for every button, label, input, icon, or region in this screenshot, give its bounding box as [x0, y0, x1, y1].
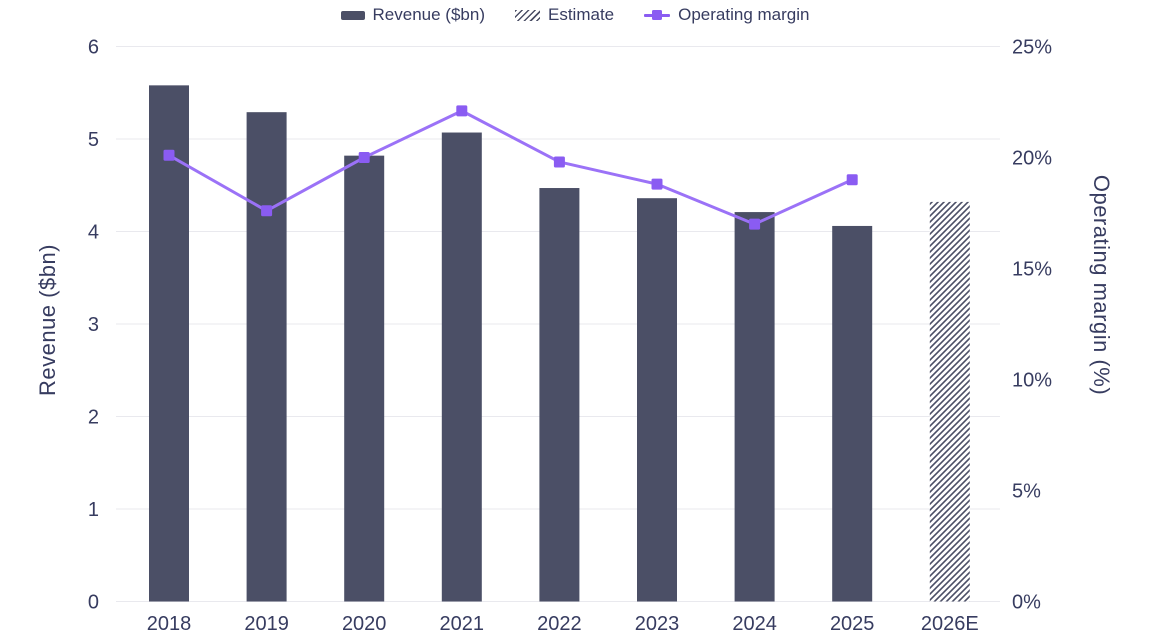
- right-axis-tick-15%: 15%: [1012, 259, 1052, 281]
- estimate-hatch-swatch-icon: [514, 9, 540, 21]
- legend-item-operating-margin[interactable]: Operating margin: [644, 5, 809, 25]
- revenue-bar-2018: [149, 85, 189, 602]
- legend-label-estimate: Estimate: [547, 5, 615, 24]
- x-axis-label-2019: 2019: [244, 613, 289, 635]
- operating-margin-marker-2022: [553, 156, 565, 168]
- x-axis-label-2024: 2024: [732, 613, 777, 635]
- operating-margin-marker-2020: [358, 152, 370, 163]
- x-axis-label-2018: 2018: [147, 613, 192, 635]
- revenue-bar-2025: [832, 225, 873, 602]
- left-axis-tick-6: 6: [88, 37, 99, 59]
- revenue-bar-2021: [441, 132, 482, 602]
- x-axis-label-2023: 2023: [635, 613, 680, 635]
- legend-label-revenue: Revenue ($bn): [372, 5, 485, 24]
- right-axis-tick-25%: 25%: [1012, 37, 1052, 59]
- chart-legend: Revenue ($bn) Estimate Operating margin: [0, 3, 1150, 27]
- left-axis-tick-1: 1: [88, 499, 99, 521]
- left-axis-tick-2: 2: [88, 407, 99, 429]
- x-axis-label-2026E: 2026E: [921, 613, 979, 635]
- left-axis-tick-5: 5: [88, 129, 99, 151]
- right-axis-tick-5%: 5%: [1012, 481, 1041, 503]
- revenue-bar-swatch-icon: [340, 10, 365, 20]
- left-axis-tick-3: 3: [88, 314, 99, 336]
- x-axis-label-2020: 2020: [342, 613, 387, 635]
- right-axis-tick-20%: 20%: [1012, 148, 1052, 170]
- legend-label-operating-margin: Operating margin: [678, 5, 810, 24]
- right-axis-tick-0%: 0%: [1012, 592, 1041, 614]
- operating-margin-marker-2021: [456, 105, 468, 117]
- revenue-bar-2020: [344, 155, 385, 602]
- revenue-bar-2019: [246, 112, 287, 602]
- right-axis-tick-10%: 10%: [1012, 370, 1052, 392]
- operating-margin-marker-2025: [846, 174, 858, 186]
- revenue-bar-2022: [539, 188, 580, 602]
- estimate-bar-2026E: [929, 201, 970, 602]
- legend-item-estimate[interactable]: Estimate: [514, 5, 615, 25]
- operating-margin-marker-2024: [749, 218, 761, 230]
- operating-margin-line: [167, 109, 854, 226]
- operating-margin-marker-2019: [261, 205, 273, 217]
- x-axis-label-2021: 2021: [440, 613, 485, 635]
- revenue-bar-2023: [637, 198, 677, 602]
- left-axis-tick-4: 4: [88, 222, 99, 244]
- operating-margin-marker-2023: [651, 178, 663, 190]
- x-axis-label-2022: 2022: [537, 613, 582, 635]
- operating-margin-marker-2018: [163, 149, 175, 161]
- revenue-bar-2024: [734, 212, 775, 602]
- x-axis-label-2025: 2025: [830, 613, 875, 635]
- left-axis-tick-0: 0: [88, 592, 99, 614]
- operating-margin-line-swatch-icon: [644, 9, 671, 21]
- legend-item-revenue[interactable]: Revenue ($bn): [340, 5, 485, 25]
